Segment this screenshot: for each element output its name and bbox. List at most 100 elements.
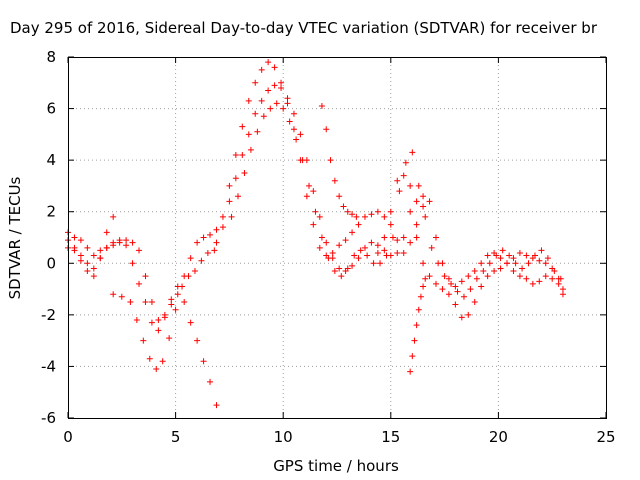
data-point <box>374 249 381 256</box>
data-point <box>219 213 226 220</box>
data-point <box>241 170 248 177</box>
data-point <box>368 239 375 246</box>
data-point <box>374 208 381 215</box>
data-point <box>542 260 549 267</box>
data-point <box>361 244 368 251</box>
series-8 <box>374 172 427 256</box>
data-point <box>299 157 306 164</box>
data-point <box>426 273 433 280</box>
data-point <box>77 257 84 264</box>
data-point <box>265 59 272 66</box>
data-point <box>389 234 396 241</box>
data-point <box>428 244 435 251</box>
data-point <box>529 280 536 287</box>
data-point <box>254 128 261 135</box>
data-point <box>510 268 517 275</box>
series-3 <box>110 247 218 373</box>
data-point <box>340 203 347 210</box>
data-point <box>247 146 254 153</box>
data-point <box>381 234 388 241</box>
data-point <box>239 123 246 130</box>
data-point <box>260 113 267 120</box>
data-point <box>383 252 390 259</box>
data-point <box>142 298 149 305</box>
data-point <box>413 322 420 329</box>
data-point <box>407 239 414 246</box>
data-point <box>458 314 465 321</box>
data-point <box>435 260 442 267</box>
data-point <box>310 221 317 228</box>
data-point <box>407 368 414 375</box>
data-point <box>239 151 246 158</box>
data-point <box>103 244 110 251</box>
data-point <box>357 247 364 254</box>
data-point <box>486 260 493 267</box>
data-point <box>271 82 278 89</box>
data-point <box>478 283 485 290</box>
x-tick-label: 5 <box>171 428 181 446</box>
data-point <box>303 193 310 200</box>
data-point <box>136 280 143 287</box>
data-point <box>497 265 504 272</box>
data-point <box>110 239 117 246</box>
axis-ticks: 0 5 10 15 20 25 -6 -4 -2 0 2 4 6 8 <box>41 48 616 446</box>
data-point <box>316 213 323 220</box>
data-point <box>110 213 117 220</box>
data-point <box>226 182 233 189</box>
data-point <box>336 265 343 272</box>
data-point <box>84 244 91 251</box>
data-point <box>374 242 381 249</box>
data-point <box>181 298 188 305</box>
data-point <box>525 260 532 267</box>
y-tick-label: 0 <box>46 254 56 272</box>
data-point <box>129 260 136 267</box>
data-point <box>519 265 526 272</box>
y-tick-label: 4 <box>46 151 56 169</box>
data-point <box>153 366 160 373</box>
data-point <box>445 275 452 282</box>
data-point <box>349 211 356 218</box>
data-point <box>473 275 480 282</box>
series-1 <box>65 213 117 280</box>
data-point <box>159 358 166 365</box>
data-point <box>555 280 562 287</box>
data-point <box>370 260 377 267</box>
data-point <box>506 252 513 259</box>
data-point <box>213 239 220 246</box>
data-point <box>84 268 91 275</box>
data-point <box>355 255 362 262</box>
data-point <box>415 182 422 189</box>
data-point <box>407 208 414 215</box>
data-point <box>198 257 205 264</box>
data-point <box>140 337 147 344</box>
data-point <box>400 234 407 241</box>
data-point <box>478 260 485 267</box>
data-point <box>387 208 394 215</box>
data-point <box>559 286 566 293</box>
data-point <box>465 311 472 318</box>
data-point <box>458 278 465 285</box>
data-point <box>123 237 130 244</box>
data-point <box>191 268 198 275</box>
data-point <box>523 275 530 282</box>
data-point <box>172 306 179 313</box>
data-point <box>123 242 130 249</box>
data-point <box>155 317 162 324</box>
data-point <box>258 97 265 104</box>
data-point <box>318 102 325 109</box>
data-point <box>226 198 233 205</box>
data-point <box>544 255 551 262</box>
data-point <box>338 273 345 280</box>
data-point <box>174 291 181 298</box>
data-point <box>116 237 123 244</box>
data-point <box>252 110 259 117</box>
data-point <box>394 177 401 184</box>
data-point <box>551 268 558 275</box>
data-point <box>331 177 338 184</box>
data-point <box>420 283 427 290</box>
x-axis-label: GPS time / hours <box>273 457 399 475</box>
data-point <box>90 252 97 259</box>
data-point <box>71 234 78 241</box>
data-point <box>353 213 360 220</box>
data-point <box>336 242 343 249</box>
